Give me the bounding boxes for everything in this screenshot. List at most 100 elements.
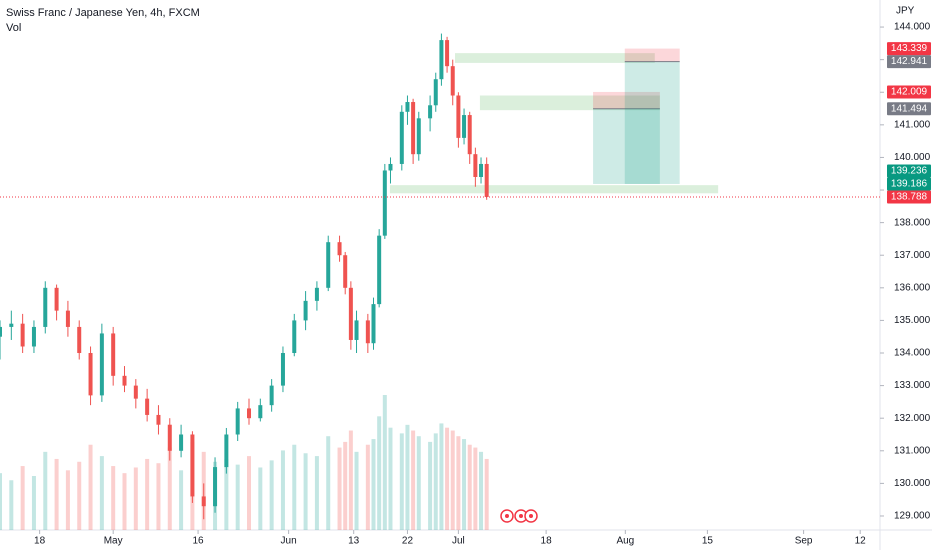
candle-body (179, 434, 184, 451)
price-label: 139.236 (891, 166, 928, 177)
zone (389, 185, 719, 194)
candle-body (77, 326, 82, 354)
volume-bar (247, 456, 252, 530)
volume-bar (65, 470, 70, 530)
price-tick-label: 136.000 (894, 282, 931, 293)
volume-bar (303, 453, 308, 530)
price-tick-label: 134.000 (894, 348, 931, 359)
event-dot (519, 514, 523, 518)
volume-bar (167, 447, 172, 530)
price-tick-label: 144.000 (894, 22, 931, 33)
candle-body (467, 115, 472, 155)
candle-body (365, 320, 370, 344)
volume-bar (122, 473, 127, 530)
candle-body (399, 111, 404, 164)
price-tick-label: 137.000 (894, 250, 931, 261)
volume-bar (235, 464, 240, 530)
volume-bar (371, 439, 376, 530)
position-target (624, 61, 680, 184)
position-stop (624, 48, 680, 62)
candle-body (303, 300, 308, 321)
volume-bar (20, 466, 25, 530)
volume-bar (9, 480, 14, 530)
volume-bar (416, 436, 421, 530)
candle-body (337, 242, 342, 256)
price-label: 143.339 (891, 43, 928, 54)
chart-title: Swiss Franc / Japanese Yen, 4h, FXCM (6, 7, 200, 19)
candle-body (416, 118, 421, 155)
candle-body (213, 467, 218, 507)
candle-body (411, 102, 416, 155)
position-target (593, 108, 660, 184)
candle-body (258, 405, 263, 419)
volume-bar (399, 433, 404, 530)
volume-bar (377, 416, 382, 530)
volume-bar (456, 436, 461, 530)
time-tick-label: 12 (855, 536, 867, 547)
candle-body (20, 323, 25, 347)
price-tick-label: 135.000 (894, 315, 931, 326)
volume-bar (439, 423, 444, 530)
price-tick-label: 131.000 (894, 445, 931, 456)
volume-bar (133, 467, 138, 530)
volume-bar (348, 430, 353, 530)
candle-body (31, 326, 36, 347)
volume-bar (450, 430, 455, 530)
price-label: 142.009 (891, 87, 928, 98)
volume-bar (145, 458, 150, 530)
candle-body (280, 353, 285, 386)
volume-bar (99, 456, 104, 530)
time-tick-label: 16 (193, 536, 205, 547)
candle-body (247, 408, 252, 419)
price-label-box (887, 190, 931, 204)
volume-bar (258, 467, 263, 530)
currency-label: JPY (896, 6, 915, 17)
volume-bar (280, 450, 285, 530)
time-tick-label: 18 (34, 536, 46, 547)
time-tick-label: 22 (402, 536, 414, 547)
candle-body (354, 320, 359, 340)
volume-bar (43, 451, 48, 530)
volume-bar (156, 463, 161, 530)
event-dot (529, 514, 533, 518)
candle-body (145, 398, 150, 415)
volume-bar (326, 436, 331, 530)
candle-body (133, 385, 138, 399)
candle-body (456, 95, 461, 138)
candle-body (450, 66, 455, 96)
volume-bar (292, 444, 297, 530)
volume-bar (479, 451, 484, 530)
candle-body (201, 496, 206, 507)
volume-bar (462, 439, 467, 530)
volume-bar (224, 458, 229, 530)
candle-body (371, 304, 376, 344)
price-tick-label: 133.000 (894, 380, 931, 391)
candle-body (88, 353, 93, 396)
candle-body (484, 163, 489, 197)
price-tick-label: 138.000 (894, 217, 931, 228)
time-tick-label: 15 (702, 536, 714, 547)
candle-body (326, 242, 331, 288)
candle-body (235, 408, 240, 435)
volume-bar (467, 444, 472, 530)
price-label: 141.494 (891, 103, 928, 114)
candle-body (433, 79, 438, 106)
volume-bar (88, 444, 93, 530)
volume-bar (354, 451, 359, 530)
event-markers[interactable] (500, 509, 538, 523)
candle-body (224, 434, 229, 468)
volume-bar (179, 470, 184, 530)
price-tick-label: 140.000 (894, 152, 931, 163)
price-label-box (887, 55, 931, 69)
candle-body (111, 333, 116, 376)
candle-body (388, 163, 393, 171)
price-label-box (887, 42, 931, 56)
volume-bar (314, 456, 319, 530)
price-tick-label: 129.000 (894, 511, 931, 522)
volume-bar (31, 476, 36, 530)
price-label: 138.788 (891, 192, 928, 203)
zone (454, 53, 655, 63)
candle-body (65, 310, 70, 327)
time-tick-label: Aug (616, 536, 634, 547)
